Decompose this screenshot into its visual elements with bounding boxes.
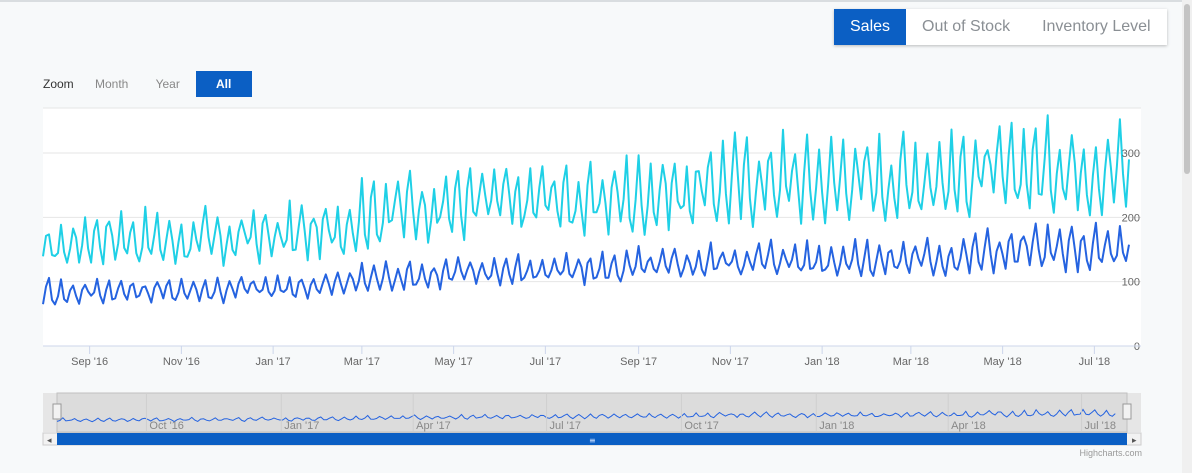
navigator-scrollbar-thumb[interactable]: [57, 433, 1127, 445]
scrollbar-grip-icon: ≡: [589, 436, 596, 445]
top-border: [0, 0, 1182, 2]
x-tick-label: Sep '16: [71, 356, 108, 368]
y-tick-label: 0: [1134, 341, 1140, 353]
x-tick-label: May '18: [984, 356, 1022, 368]
x-tick-label: Mar '17: [344, 356, 380, 368]
navigator-left-handle[interactable]: [52, 403, 62, 420]
navigator-right-handle[interactable]: [1122, 403, 1132, 420]
navigator-tick-label: Jan '17: [284, 420, 319, 432]
tab-inventory-level[interactable]: Inventory Level: [1026, 9, 1167, 45]
view-tabs: Sales Out of Stock Inventory Level: [834, 9, 1167, 45]
x-tick-label: Sep '17: [620, 356, 657, 368]
page-scrollbar[interactable]: [1182, 0, 1192, 473]
x-tick-label: Mar '18: [893, 356, 929, 368]
scroll-right-arrow-icon[interactable]: ▸: [1132, 436, 1137, 446]
zoom-year-button[interactable]: Year: [155, 77, 180, 91]
page-scrollbar-thumb[interactable]: [1184, 4, 1190, 174]
series-line-upper: [42, 114, 1130, 267]
x-tick-label: Jul '18: [1079, 356, 1110, 368]
credits[interactable]: Highcharts.com: [1079, 448, 1142, 458]
x-tick-label: Jul '17: [530, 356, 561, 368]
x-tick-label: Jan '17: [256, 356, 291, 368]
navigator-tick-label: Apr '18: [951, 420, 986, 432]
scroll-left-arrow-icon[interactable]: ◂: [47, 436, 52, 446]
navigator-tick-label: Jul '18: [1085, 420, 1116, 432]
navigator-tick-label: Apr '17: [416, 420, 451, 432]
navigator-tick-label: Jul '17: [550, 420, 581, 432]
zoom-all-button[interactable]: All: [195, 71, 252, 97]
tab-sales[interactable]: Sales: [834, 9, 907, 45]
plot-area: [43, 108, 1141, 346]
navigator-tick-label: Oct '17: [684, 420, 719, 432]
y-tick-label: 300: [1122, 148, 1140, 160]
y-tick-label: 100: [1122, 277, 1140, 289]
x-tick-label: Jan '18: [805, 356, 840, 368]
navigator-series: [56, 408, 1116, 423]
x-tick-label: May '17: [435, 356, 473, 368]
tab-out-of-stock[interactable]: Out of Stock: [906, 9, 1027, 45]
series-line-lower: [42, 221, 1130, 306]
x-tick-label: Nov '16: [163, 356, 200, 368]
zoom-label: Zoom: [43, 77, 74, 91]
y-tick-label: 200: [1122, 212, 1140, 224]
navigator-tick-label: Jan '18: [819, 420, 854, 432]
navigator-tick-label: Oct '16: [149, 420, 184, 432]
zoom-selector: Zoom Month Year All: [43, 71, 252, 97]
x-tick-label: Nov '17: [712, 356, 749, 368]
zoom-month-button[interactable]: Month: [95, 77, 129, 91]
